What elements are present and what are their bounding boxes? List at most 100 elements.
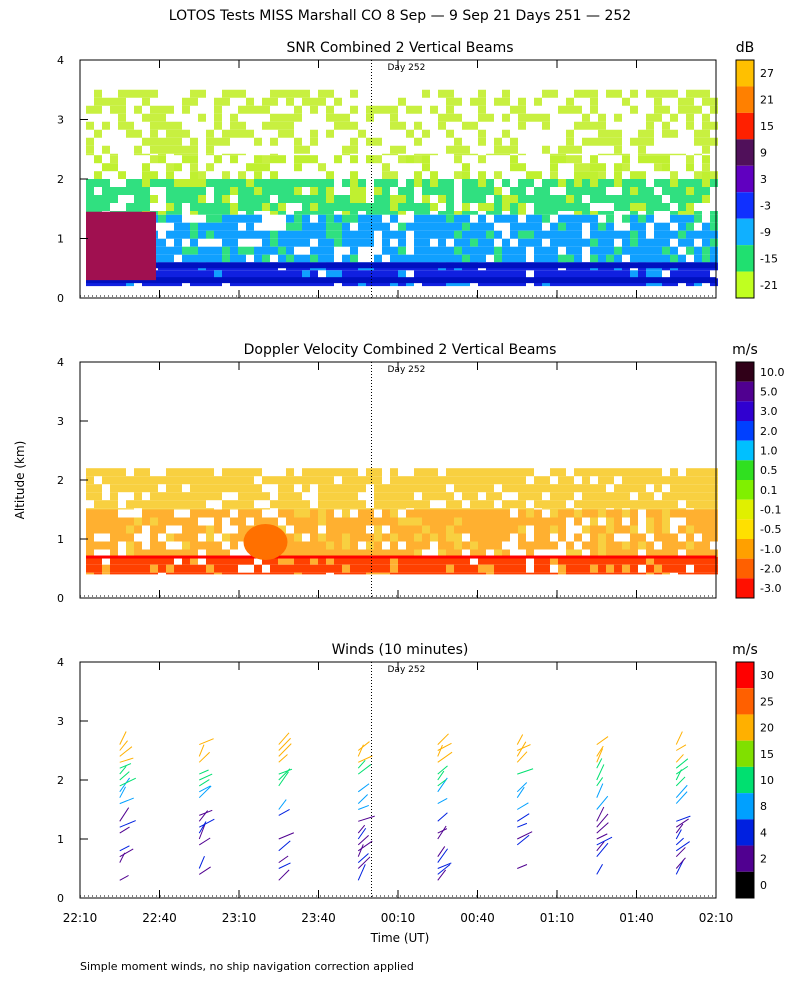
data-cell [678,179,686,187]
data-cell [662,238,670,247]
data-cell [254,171,262,179]
data-cell [486,113,494,122]
data-cell [590,492,598,501]
wind-barb [596,758,603,769]
data-cell [366,155,374,164]
data-cell [150,171,158,179]
data-cell [526,484,534,493]
data-cell [206,508,214,510]
data-cell [598,270,606,279]
data-cell [462,179,470,187]
data-cell [302,222,310,231]
wind-barb [675,837,684,846]
colorbar-swatch [736,539,754,559]
data-cell [446,270,454,279]
x-tick-label: 22:40 [142,911,177,925]
data-cell [366,203,374,211]
data-cell [494,230,502,239]
data-cell [382,517,390,526]
data-cell [662,179,670,187]
data-cell [486,509,494,518]
data-cell [534,533,542,542]
data-cell [214,211,222,215]
data-cell [318,508,326,510]
data-cell [606,254,614,263]
data-cell [454,564,462,573]
data-cell [614,556,622,565]
data-cell [342,468,350,477]
data-cell [286,179,294,187]
data-cell [582,121,590,130]
data-cell [86,153,94,156]
data-cell [702,468,710,477]
data-cell [502,89,510,98]
colorbar-swatch [736,714,754,741]
data-cell [454,246,462,255]
data-cell [302,145,310,154]
data-cell [710,517,718,526]
data-cell [374,484,382,493]
data-cell [190,572,198,575]
data-cell [590,155,598,164]
data-cell [678,556,686,565]
data-cell [118,476,126,485]
data-cell [342,153,350,156]
colorbar-swatch [736,401,754,421]
data-cell [334,525,342,534]
data-cell [366,533,374,542]
colorbar-swatch [736,192,754,219]
data-cell [686,214,694,223]
data-cell [462,246,470,255]
data-cell [334,517,342,526]
data-cell [102,476,110,485]
data-cell [134,153,142,156]
wind-barb [596,783,604,798]
data-cell [550,525,558,534]
data-cell [406,564,414,573]
data-cell [470,230,478,239]
data-cell [654,517,662,526]
data-cell [590,195,598,203]
data-cell [422,195,430,203]
data-cell [494,564,502,573]
data-cell [510,468,518,477]
data-cell [654,270,662,279]
data-cell [158,509,166,518]
data-cell [446,203,454,211]
data-cell [254,195,262,203]
data-cell [558,572,566,575]
data-cell [86,556,94,565]
data-cell [174,572,182,575]
data-cell [126,187,134,195]
data-cell [430,533,438,542]
data-cell [334,492,342,501]
wind-barb [119,777,131,793]
data-cell [534,270,542,279]
data-cell [222,89,230,98]
data-cell [446,195,454,203]
data-cell [118,89,126,98]
data-cell [390,214,398,223]
data-cell [310,179,318,187]
data-cell [390,572,398,575]
data-cell [238,153,246,156]
data-cell [462,214,470,223]
data-cell [454,468,462,477]
data-cell [326,105,334,114]
data-cell [550,500,558,509]
data-cell [94,572,102,575]
data-cell [582,508,590,510]
data-cell [678,195,686,203]
data-cell [454,541,462,550]
data-cell [630,476,638,485]
data-cell [478,105,486,114]
data-cell [398,484,406,493]
data-cell [174,222,182,231]
data-cell [622,246,630,255]
data-cell [390,541,398,550]
data-cell [158,270,166,279]
data-cell [142,476,150,485]
data-cell [622,97,630,106]
data-cell [702,171,710,179]
data-cell [646,113,654,122]
